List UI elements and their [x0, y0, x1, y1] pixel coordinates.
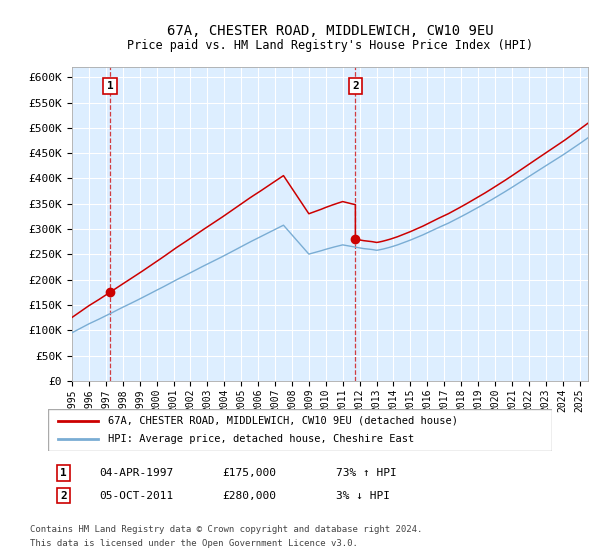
- Text: Contains HM Land Registry data © Crown copyright and database right 2024.: Contains HM Land Registry data © Crown c…: [30, 525, 422, 534]
- Text: Price paid vs. HM Land Registry's House Price Index (HPI): Price paid vs. HM Land Registry's House …: [127, 39, 533, 53]
- Text: 2: 2: [60, 491, 67, 501]
- FancyBboxPatch shape: [48, 409, 552, 451]
- Text: 05-OCT-2011: 05-OCT-2011: [99, 491, 173, 501]
- Text: HPI: Average price, detached house, Cheshire East: HPI: Average price, detached house, Ches…: [109, 434, 415, 444]
- Text: £175,000: £175,000: [222, 468, 276, 478]
- Text: 2: 2: [352, 81, 359, 91]
- Text: 67A, CHESTER ROAD, MIDDLEWICH, CW10 9EU (detached house): 67A, CHESTER ROAD, MIDDLEWICH, CW10 9EU …: [109, 416, 458, 426]
- Text: 04-APR-1997: 04-APR-1997: [99, 468, 173, 478]
- Text: £280,000: £280,000: [222, 491, 276, 501]
- Text: 73% ↑ HPI: 73% ↑ HPI: [336, 468, 397, 478]
- Text: 1: 1: [107, 81, 113, 91]
- Text: 67A, CHESTER ROAD, MIDDLEWICH, CW10 9EU: 67A, CHESTER ROAD, MIDDLEWICH, CW10 9EU: [167, 24, 493, 38]
- Text: This data is licensed under the Open Government Licence v3.0.: This data is licensed under the Open Gov…: [30, 539, 358, 548]
- Text: 1: 1: [60, 468, 67, 478]
- Text: 3% ↓ HPI: 3% ↓ HPI: [336, 491, 390, 501]
